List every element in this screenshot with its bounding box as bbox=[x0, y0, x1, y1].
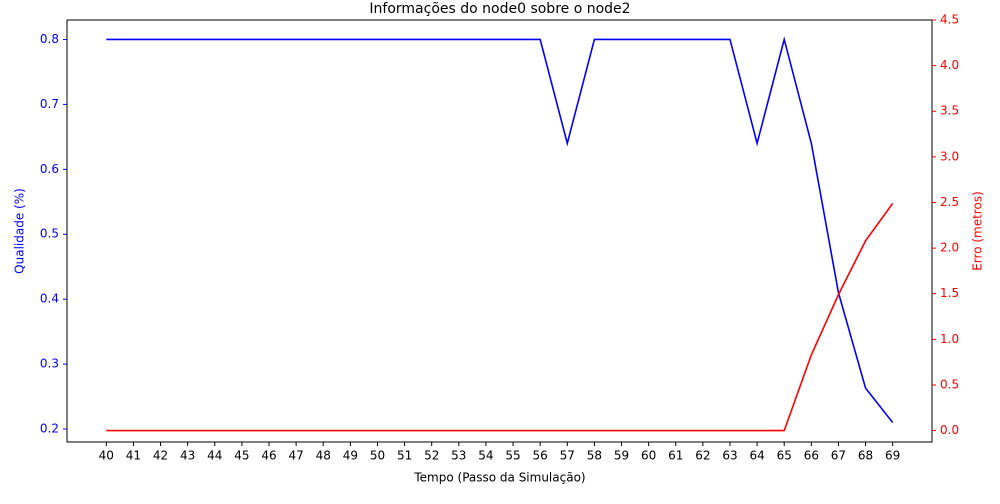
x-tick-label: 60 bbox=[641, 449, 656, 463]
y2-tick-label: 0.5 bbox=[940, 377, 959, 391]
y-tick-label: 0.8 bbox=[40, 32, 59, 46]
chart-title: Informações do node0 sobre o node2 bbox=[369, 1, 630, 17]
y-tick-label: 0.6 bbox=[40, 162, 59, 176]
x-tick-label: 59 bbox=[614, 449, 629, 463]
x-tick-label: 54 bbox=[478, 449, 493, 463]
x-tick-label: 69 bbox=[885, 449, 900, 463]
x-tick-label: 63 bbox=[722, 449, 737, 463]
y2-tick-label: 4.0 bbox=[940, 58, 959, 72]
y-tick-label: 0.7 bbox=[40, 97, 59, 111]
y-tick-label: 0.2 bbox=[40, 422, 59, 436]
x-tick-label: 49 bbox=[343, 449, 358, 463]
y2-tick-label: 4.5 bbox=[940, 13, 959, 27]
x-tick-label: 46 bbox=[261, 449, 276, 463]
x-tick-label: 68 bbox=[858, 449, 873, 463]
x-tick-label: 43 bbox=[180, 449, 195, 463]
x-tick-label: 42 bbox=[153, 449, 168, 463]
x-tick-label: 61 bbox=[668, 449, 683, 463]
x-axis-label: Tempo (Passo da Simulação) bbox=[413, 471, 585, 485]
y2-tick-label: 2.5 bbox=[940, 195, 959, 209]
x-tick-label: 51 bbox=[397, 449, 412, 463]
x-tick-label: 52 bbox=[424, 449, 439, 463]
x-tick-label: 58 bbox=[587, 449, 602, 463]
y2-tick-label: 0.0 bbox=[940, 423, 959, 437]
x-tick-label: 40 bbox=[99, 449, 114, 463]
y-axis-label: Qualidade (%) bbox=[13, 188, 27, 274]
x-tick-label: 62 bbox=[695, 449, 710, 463]
series-line bbox=[106, 36, 894, 424]
x-tick-label: 57 bbox=[560, 449, 575, 463]
y2-tick-label: 1.0 bbox=[940, 332, 959, 346]
x-tick-label: 56 bbox=[533, 449, 548, 463]
y2-tick-label: 2.0 bbox=[940, 241, 959, 255]
x-tick-label: 67 bbox=[831, 449, 846, 463]
x-tick-label: 66 bbox=[804, 449, 819, 463]
y-tick-label: 0.5 bbox=[40, 227, 59, 241]
x-tick-label: 64 bbox=[749, 449, 764, 463]
x-tick-label: 44 bbox=[207, 449, 222, 463]
x-tick-label: 65 bbox=[777, 449, 792, 463]
series-line bbox=[106, 202, 894, 432]
y2-axis-label: Erro (metros) bbox=[971, 191, 985, 271]
y2-tick-label: 1.5 bbox=[940, 286, 959, 300]
x-tick-label: 47 bbox=[288, 449, 303, 463]
x-tick-label: 48 bbox=[316, 449, 331, 463]
y2-tick-label: 3.0 bbox=[940, 149, 959, 163]
x-tick-label: 45 bbox=[234, 449, 249, 463]
y2-tick-label: 3.5 bbox=[940, 104, 959, 118]
x-tick-label: 53 bbox=[451, 449, 466, 463]
x-tick-label: 41 bbox=[126, 449, 141, 463]
plot-frame bbox=[66, 19, 933, 443]
x-tick-label: 55 bbox=[505, 449, 520, 463]
x-tick-label: 50 bbox=[370, 449, 385, 463]
y-tick-label: 0.4 bbox=[40, 292, 59, 306]
y-tick-label: 0.3 bbox=[40, 357, 59, 371]
